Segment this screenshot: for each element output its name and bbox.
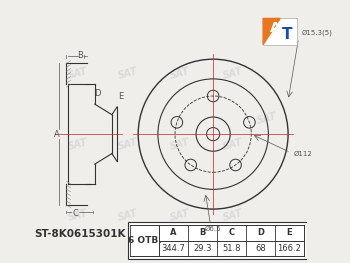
Text: A: A: [54, 130, 60, 139]
Text: B: B: [199, 228, 206, 237]
Text: D: D: [257, 228, 264, 237]
Text: C: C: [72, 209, 78, 218]
Text: A: A: [270, 21, 280, 35]
Text: SAT: SAT: [169, 137, 191, 152]
Text: 29.3: 29.3: [193, 244, 212, 253]
Text: 6 ОТВ.: 6 ОТВ.: [128, 236, 162, 245]
Text: SAT: SAT: [222, 66, 244, 81]
Text: 166.2: 166.2: [278, 244, 301, 253]
Text: SAT: SAT: [66, 66, 89, 81]
Text: SAT: SAT: [117, 137, 139, 152]
Text: T: T: [281, 27, 292, 42]
Text: SAT: SAT: [222, 137, 244, 152]
Text: D: D: [94, 89, 101, 98]
Text: SAT: SAT: [117, 66, 139, 81]
Text: ST-8K0615301K: ST-8K0615301K: [35, 229, 126, 239]
Text: SAT: SAT: [169, 66, 191, 81]
Text: SAT: SAT: [169, 208, 191, 223]
Text: C: C: [229, 228, 235, 237]
Text: Ø15.3(5): Ø15.3(5): [301, 29, 332, 36]
Text: B: B: [77, 50, 83, 59]
Text: SAT: SAT: [222, 208, 244, 223]
Text: Ø6.5: Ø6.5: [205, 226, 222, 232]
Polygon shape: [263, 18, 280, 45]
Text: SAT: SAT: [117, 208, 139, 223]
Text: SAT: SAT: [256, 111, 278, 126]
Text: A: A: [170, 228, 177, 237]
FancyBboxPatch shape: [128, 222, 307, 259]
Text: Ø112: Ø112: [293, 151, 312, 157]
Text: SAT: SAT: [66, 208, 89, 223]
Text: E: E: [118, 92, 124, 101]
Text: 344.7: 344.7: [162, 244, 186, 253]
Text: SAT: SAT: [66, 137, 89, 152]
Text: E: E: [287, 228, 292, 237]
Text: 68: 68: [255, 244, 266, 253]
FancyBboxPatch shape: [263, 18, 297, 45]
Text: 51.8: 51.8: [222, 244, 241, 253]
